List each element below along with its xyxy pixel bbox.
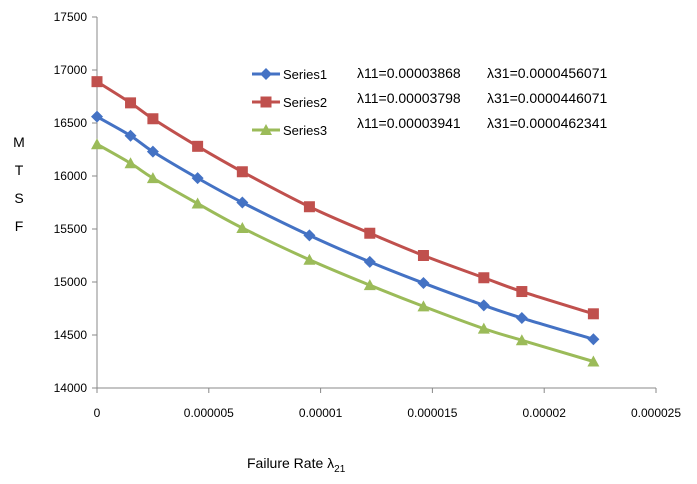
y-tick-label: 14500 [54, 328, 88, 342]
series-1-point [363, 255, 376, 268]
series-2-point [91, 76, 103, 88]
series-1-point [146, 145, 159, 158]
series-1-point [124, 129, 137, 142]
x-tick-label: 0.000005 [184, 406, 234, 420]
series-2-point [587, 308, 599, 320]
legend-marker [260, 96, 272, 108]
series-1-point [236, 196, 249, 209]
annotation-lambda31: λ31=0.0000456071 [487, 65, 607, 81]
y-tick-label: 15500 [54, 222, 88, 236]
y-axis-title-letter: S [14, 190, 23, 206]
annotation-lambda11: λ11=0.00003941 [357, 115, 461, 131]
y-tick-label: 14000 [54, 381, 88, 395]
y-axis-title-letter: M [13, 134, 25, 150]
y-tick-label: 15000 [54, 275, 88, 289]
annotation-lambda11: λ11=0.00003868 [357, 65, 461, 81]
series-3-point [236, 221, 249, 233]
legend-label: Series2 [283, 95, 327, 110]
series-1-line [96, 115, 594, 341]
series-2-point [125, 97, 137, 109]
series-2-point [364, 227, 376, 239]
series-1 [91, 110, 600, 346]
legend-item-1: Series1 [252, 67, 327, 82]
parameter-annotations: λ11=0.00003868 λ31=0.0000456071 λ11=0.0000… [357, 65, 607, 131]
y-tick-label: 16500 [54, 116, 88, 130]
series-3-point [587, 355, 600, 367]
y-tick-label: 17500 [54, 10, 88, 24]
x-axis-title-subscript: 21 [334, 464, 346, 475]
series-2-point [516, 286, 528, 298]
series-3-point [191, 197, 204, 209]
x-axis-ticks: 0 0.000005 0.00001 0.000015 0.00002 0.000025 [94, 388, 681, 420]
series [91, 76, 600, 367]
series-3-point [417, 300, 430, 312]
series-2-point [236, 166, 248, 178]
series-2-point [147, 113, 159, 125]
series-2 [91, 76, 599, 320]
annotation-lambda31: λ31=0.0000462341 [487, 115, 607, 131]
x-tick-label: 0.00002 [523, 406, 567, 420]
series-1-point [417, 277, 430, 290]
series-1-point [191, 172, 204, 185]
y-axis-ticks: 14000 14500 15000 15500 16000 16500 17000 17500 [54, 10, 97, 395]
y-tick-label: 16000 [54, 169, 88, 183]
series-3-point [303, 253, 316, 265]
legend-marker [260, 68, 272, 80]
x-axis-title-main: Failure Rate λ [247, 455, 334, 471]
series-2-point [417, 250, 429, 261]
x-axis-title: Failure Rate λ21 [247, 455, 346, 475]
series-3-point [146, 172, 159, 184]
legend-marker [260, 124, 272, 135]
series-1-point [515, 312, 528, 325]
x-tick-label: 0.000015 [407, 406, 457, 420]
legend-item-2: Series2 [252, 95, 327, 110]
series-3-point [124, 157, 137, 169]
series-1-point [91, 110, 103, 123]
series-3-point [91, 138, 103, 150]
annotation-lambda11: λ11=0.00003798 [357, 90, 461, 106]
series-2-point [478, 272, 490, 284]
x-tick-label: 0.00001 [299, 406, 343, 420]
series-2-point [192, 140, 204, 152]
x-tick-label: 0 [94, 406, 101, 420]
y-axis-title-letter: F [15, 218, 24, 234]
series-3-point [363, 279, 376, 291]
series-3-point [515, 334, 528, 346]
series-1-point [477, 299, 490, 312]
series-1-point [587, 333, 600, 346]
series-1-point [303, 229, 316, 242]
legend-label: Series3 [283, 123, 327, 138]
legend-label: Series1 [283, 67, 327, 82]
series-2-point [303, 201, 315, 213]
legend: Series1 Series2 Series3 [252, 67, 327, 138]
series-3 [91, 138, 600, 367]
x-tick-label: 0.000025 [631, 406, 681, 420]
annotation-lambda31: λ31=0.0000446071 [487, 90, 607, 106]
legend-item-3: Series3 [252, 123, 327, 138]
series-3-point [477, 322, 490, 334]
y-axis-title-letter: T [15, 162, 24, 178]
y-tick-label: 17000 [54, 63, 88, 77]
